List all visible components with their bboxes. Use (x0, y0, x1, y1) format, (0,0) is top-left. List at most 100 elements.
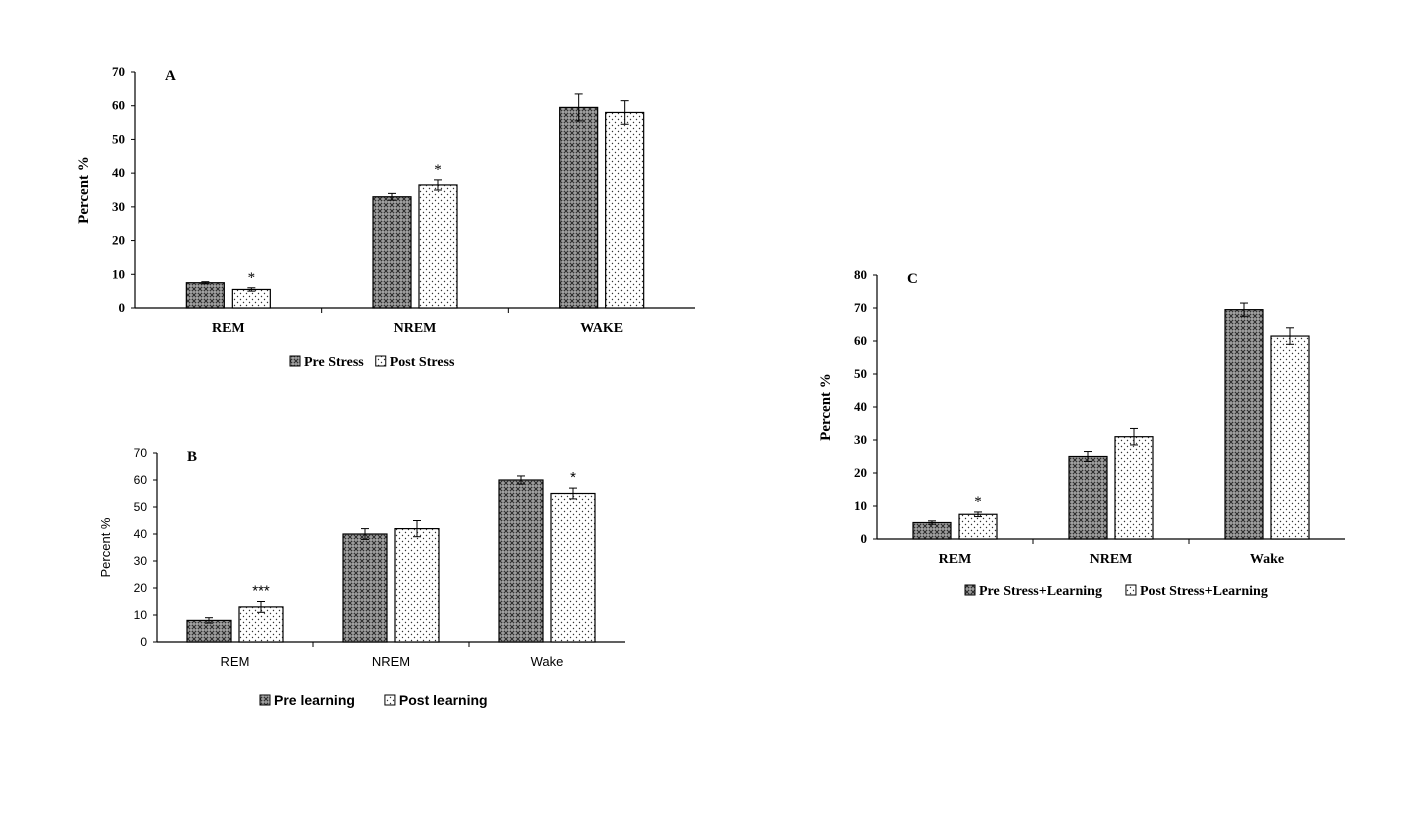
error-bar (247, 287, 256, 292)
legend-swatch (289, 355, 301, 367)
y-tick-label: 40 (854, 399, 867, 414)
chart-panel-a: 0 10 20 30 40 50 60 70 Percent % A * REM * NREM WAKE Pr… (50, 55, 695, 385)
error-bar (928, 520, 936, 525)
significance-mark: *** (252, 583, 270, 600)
bar (1224, 309, 1264, 540)
bar (1270, 335, 1310, 540)
error-bar (201, 281, 210, 285)
chart-svg: 0 10 20 30 40 50 60 70 Percent % A * REM * NREM WAKE Pr… (76, 64, 695, 370)
y-axis-label: Percent % (818, 373, 834, 441)
significance-mark: * (974, 494, 982, 510)
bar (394, 527, 440, 643)
bar (958, 513, 998, 540)
error-bar (1286, 327, 1294, 345)
y-tick-label: 70 (134, 446, 148, 460)
error-bar (257, 601, 265, 613)
legend-swatch (1125, 584, 1137, 596)
bar (550, 492, 596, 643)
legend-item: Pre Stress (289, 355, 364, 370)
legend-label: Pre Stress (304, 355, 364, 370)
category-label: REM (212, 321, 245, 336)
chart-svg: 0 10 20 30 40 50 60 70 Percent % B *** REM NREM * Wake… (98, 446, 625, 708)
bar (912, 521, 952, 540)
bar (342, 533, 388, 643)
legend-swatch (384, 694, 396, 706)
panel-label: A (165, 68, 176, 84)
y-tick-label: 0 (119, 300, 126, 315)
error-bar (434, 179, 442, 191)
y-tick-label: 60 (854, 333, 867, 348)
bar (1068, 455, 1108, 540)
error-bar (413, 520, 421, 538)
y-tick-label: 70 (854, 300, 867, 315)
legend-swatch (375, 355, 387, 367)
legend-swatch (259, 694, 271, 706)
category-label: WAKE (580, 321, 623, 336)
y-axis-label: Percent % (98, 517, 113, 577)
panel-label: C (907, 271, 918, 287)
legend-label: Post learning (399, 692, 488, 708)
bar (186, 619, 232, 643)
error-bar (388, 192, 396, 201)
legend-label: Pre learning (274, 692, 355, 708)
y-tick-label: 30 (112, 199, 125, 214)
y-tick-label: 60 (134, 473, 148, 487)
y-tick-label: 50 (112, 131, 125, 146)
category-label: REM (221, 654, 250, 669)
error-bar (517, 475, 525, 485)
bar (231, 288, 271, 309)
error-bar (205, 617, 213, 624)
significance-mark: * (248, 270, 256, 286)
bar (605, 111, 645, 309)
y-tick-label: 0 (140, 635, 147, 649)
legend-item: Post Stress (375, 355, 455, 370)
y-tick-label: 30 (134, 554, 148, 568)
legend-item: Pre Stress+Learning (964, 584, 1102, 599)
y-tick-label: 40 (112, 165, 125, 180)
bar (418, 184, 458, 309)
legend-swatch (964, 584, 976, 596)
legend-item: Post Stress+Learning (1125, 584, 1268, 599)
category-label: REM (939, 552, 972, 567)
y-tick-label: 50 (134, 500, 148, 514)
legend-item: Post learning (384, 692, 488, 708)
error-bar (569, 487, 577, 500)
y-tick-label: 70 (112, 64, 125, 79)
bar (1114, 436, 1154, 540)
error-bar (974, 511, 982, 518)
y-tick-label: 40 (134, 527, 148, 541)
bar (185, 282, 225, 309)
panel-label: B (187, 449, 197, 465)
legend-label: Post Stress+Learning (1140, 584, 1268, 599)
chart-panel-c: 0 10 20 30 40 50 60 70 80 Percent % C * REM NREM Wake P… (805, 262, 1345, 607)
category-label: NREM (1090, 552, 1133, 567)
error-bar (361, 528, 369, 540)
error-bar (620, 100, 629, 125)
chart-panel-b: 0 10 20 30 40 50 60 70 Percent % B *** REM NREM * Wake… (80, 435, 640, 720)
y-tick-label: 80 (854, 267, 867, 282)
error-bar (1084, 451, 1092, 462)
legend-item: Pre learning (259, 692, 355, 708)
category-label: Wake (531, 654, 564, 669)
y-axis-label: Percent % (76, 156, 92, 224)
legend-label: Pre Stress+Learning (979, 584, 1102, 599)
y-tick-label: 20 (112, 233, 125, 248)
error-bar (1130, 427, 1138, 446)
significance-mark: * (434, 162, 442, 178)
error-bar (1240, 302, 1248, 317)
y-tick-label: 10 (112, 266, 125, 281)
y-tick-label: 60 (112, 98, 125, 113)
bar (559, 106, 599, 309)
y-tick-label: 30 (854, 432, 867, 447)
error-bar (574, 93, 583, 122)
category-label: NREM (394, 321, 437, 336)
bar (372, 196, 412, 309)
significance-mark: * (570, 469, 576, 486)
category-label: NREM (372, 654, 410, 669)
bar (498, 479, 544, 643)
y-tick-label: 10 (854, 498, 867, 513)
chart-svg: 0 10 20 30 40 50 60 70 80 Percent % C * REM NREM Wake P… (818, 267, 1345, 599)
y-tick-label: 20 (854, 465, 867, 480)
category-label: Wake (1250, 552, 1284, 567)
legend-label: Post Stress (390, 355, 455, 370)
